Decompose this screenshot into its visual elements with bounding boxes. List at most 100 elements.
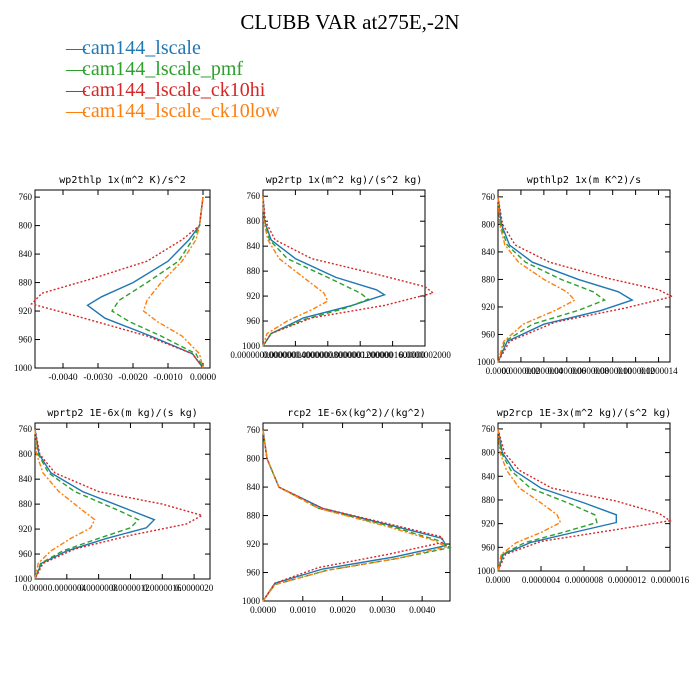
x-tick-label: 0.0000004: [48, 583, 87, 593]
x-tick-label: 0.0000008: [565, 575, 604, 585]
chart-panel: wpthlp2 1x(m K^2)/s 760 800 840 880 920 960 100…: [477, 175, 678, 376]
x-tick-label: 0.0000000400000: [263, 350, 329, 360]
y-tick-label: 920: [19, 524, 33, 534]
x-tick-label: -0.0030: [83, 373, 113, 383]
series-line: [497, 428, 617, 572]
legend-item: —cam144_lscale_ck10low: [66, 101, 280, 122]
y-tick-label: 800: [247, 216, 261, 226]
plot-frame: [34, 189, 211, 369]
series-line: [497, 196, 675, 363]
chart-title: wp2rtp 1x(m^2 kg)/(s^2 kg): [266, 175, 423, 186]
y-tick-label: 880: [247, 266, 261, 276]
y-tick-label: 1000: [242, 596, 261, 606]
y-tick-label: 1000: [14, 574, 33, 584]
x-tick-label: 0.0030: [369, 606, 395, 616]
y-tick-label: 960: [247, 568, 261, 578]
y-tick-label: 920: [247, 539, 261, 549]
y-tick-label: 880: [482, 274, 496, 284]
y-tick-label: 920: [482, 519, 496, 529]
x-tick-label: 0.0000002: [502, 366, 540, 376]
y-tick-label: 800: [19, 449, 33, 459]
legend-label: cam144_lscale_ck10hi: [82, 79, 266, 101]
y-tick-label: 760: [482, 192, 496, 202]
y-tick-label: 880: [19, 499, 33, 509]
chart-panel: wp2rcp 1E-3x(m^2 kg)/(s^2 kg)760 800 840 88…: [477, 408, 690, 585]
x-tick-label: 0.0020: [330, 606, 356, 616]
series-line: [262, 196, 387, 347]
y-tick-label: 840: [482, 471, 496, 481]
y-tick-label: 880: [247, 511, 261, 521]
y-tick-label: 1000: [242, 341, 261, 351]
x-tick-label: -0.0040: [48, 373, 78, 383]
chart-panel: wprtp2 1E-6x(m kg)/(s kg) 760 800 840 880 920…: [14, 408, 214, 593]
series-line: [86, 197, 204, 369]
x-tick-label: 0.0000: [486, 366, 511, 376]
x-tick-label: 0.0000010: [594, 366, 633, 376]
y-tick-label: 840: [247, 482, 261, 492]
x-tick-label: 0.0000: [23, 583, 48, 593]
chart-title: rcp2 1E-6x(kg^2)/(kg^2): [287, 408, 425, 419]
y-tick-label: 800: [482, 448, 496, 458]
y-tick-label: 800: [247, 454, 261, 464]
y-tick-label: 1000: [14, 363, 33, 373]
series-line: [262, 430, 452, 602]
y-tick-label: 1000: [477, 566, 496, 576]
series-line: [30, 197, 204, 369]
y-tick-label: 960: [482, 329, 496, 339]
series-line: [262, 430, 448, 602]
x-tick-label: 0.0000006: [548, 366, 587, 376]
legend-item: —cam144_lscale_pmf: [66, 59, 280, 80]
plot-frame: [497, 422, 671, 572]
legend-label: cam144_lscale_pmf: [82, 58, 244, 80]
legend-line-icon: —: [66, 37, 86, 59]
y-tick-label: 840: [247, 241, 261, 251]
y-tick-label: 800: [19, 221, 33, 231]
legend-item: —cam144_lscale_ck10hi: [66, 80, 280, 101]
chart-panel: rcp2 1E-6x(kg^2)/(kg^2) 760 800 840 880 920 96…: [242, 408, 452, 616]
plot-frame: [497, 189, 671, 363]
x-tick-label: 0.0000014: [639, 366, 678, 376]
legend-line-icon: —: [66, 58, 86, 80]
x-tick-label: 0.0000002000: [399, 350, 451, 360]
y-tick-label: 840: [482, 247, 496, 257]
y-tick-label: 760: [247, 425, 261, 435]
series-line: [497, 428, 598, 572]
chart-title: wprtp2 1E-6x(m kg)/(s kg): [47, 408, 198, 419]
x-tick-label: 0.0000000800000: [295, 350, 361, 360]
x-tick-label: 0.0000012: [111, 583, 149, 593]
chart-title: wpthlp2 1x(m K^2)/s: [527, 175, 641, 186]
x-tick-label: 0.0000016: [143, 583, 182, 593]
y-tick-label: 920: [19, 306, 33, 316]
series-line: [497, 196, 576, 363]
y-tick-label: 920: [482, 302, 496, 312]
x-tick-label: 0.0000020: [175, 583, 214, 593]
x-tick-label: 0.0000: [190, 373, 216, 383]
series-line: [111, 197, 204, 369]
y-tick-label: 1000: [477, 357, 496, 367]
series-line: [497, 196, 607, 363]
x-tick-label: -0.0010: [153, 373, 183, 383]
y-tick-label: 760: [247, 191, 261, 201]
plot-frame: [34, 422, 211, 580]
x-tick-label: 0.0000004: [522, 575, 561, 585]
series-line: [262, 196, 370, 347]
y-tick-label: 960: [482, 542, 496, 552]
figure-title: CLUBB VAR at275E,-2N: [240, 10, 460, 34]
legend-item: —cam144_lscale: [66, 38, 280, 59]
legend-label: cam144_lscale: [82, 37, 201, 59]
y-tick-label: 840: [19, 474, 33, 484]
chart-panel: wp2thlp 1x(m^2 K)/s^2 760 800 840 880 920 960 1…: [14, 175, 216, 383]
y-tick-label: 760: [482, 424, 496, 434]
series-line: [262, 196, 329, 347]
x-tick-label: 0.0000008: [80, 583, 119, 593]
series-line: [34, 429, 156, 580]
y-tick-label: 760: [19, 192, 33, 202]
series-line: [34, 429, 140, 580]
series-line: [262, 196, 435, 347]
x-tick-label: 0.0040: [409, 606, 435, 616]
y-tick-label: 880: [482, 495, 496, 505]
series-line: [262, 430, 443, 602]
x-tick-label: 0.0000008: [571, 366, 610, 376]
